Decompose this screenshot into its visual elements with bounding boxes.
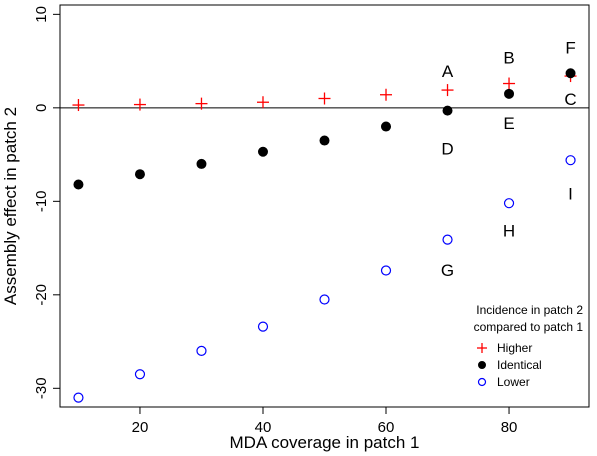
annotation-g: G bbox=[441, 261, 454, 280]
point-lower bbox=[257, 321, 269, 332]
point-identical bbox=[565, 68, 576, 79]
point-higher bbox=[380, 88, 393, 101]
annotation-d: D bbox=[441, 139, 453, 158]
point-higher bbox=[503, 77, 516, 90]
legend-label-higher: Higher bbox=[497, 341, 532, 355]
annotation-a: A bbox=[442, 62, 454, 81]
point-identical bbox=[73, 179, 84, 190]
point-lower bbox=[442, 234, 453, 245]
y-tick-label: 10 bbox=[33, 6, 50, 23]
legend-marker-identical bbox=[478, 361, 486, 369]
point-lower bbox=[73, 392, 84, 403]
point-lower bbox=[503, 198, 515, 209]
point-lower bbox=[196, 345, 207, 357]
point-identical bbox=[196, 158, 207, 169]
x-axis-title: MDA coverage in patch 1 bbox=[230, 433, 420, 452]
point-lower bbox=[319, 294, 330, 305]
legend-title-line2: compared to patch 1 bbox=[474, 320, 584, 334]
annotation-e: E bbox=[503, 114, 514, 133]
point-identical bbox=[442, 105, 453, 116]
point-higher bbox=[318, 92, 331, 105]
y-tick-label: -30 bbox=[33, 377, 50, 399]
annotation-i: I bbox=[568, 184, 573, 203]
x-tick-label: 60 bbox=[378, 419, 395, 436]
point-identical bbox=[504, 88, 515, 99]
y-axis-title: Assembly effect in patch 2 bbox=[1, 107, 20, 305]
annotation-c: C bbox=[564, 90, 576, 109]
legend-label-lower: Lower bbox=[497, 375, 530, 389]
x-tick-label: 80 bbox=[501, 419, 518, 436]
point-identical bbox=[319, 135, 330, 146]
y-tick-label: -20 bbox=[33, 284, 50, 306]
annotation-b: B bbox=[503, 49, 514, 68]
y-tick-label: 0 bbox=[33, 104, 50, 112]
point-higher bbox=[256, 96, 269, 109]
point-lower bbox=[380, 265, 392, 276]
point-lower bbox=[134, 369, 146, 380]
point-higher bbox=[133, 98, 146, 111]
legend-title-line1: Incidence in patch 2 bbox=[476, 303, 583, 317]
point-higher bbox=[72, 99, 85, 112]
point-lower bbox=[565, 155, 576, 166]
point-identical bbox=[257, 146, 268, 157]
point-identical bbox=[381, 121, 392, 132]
x-tick-label: 20 bbox=[132, 419, 149, 436]
legend-label-identical: Identical bbox=[497, 358, 542, 372]
legend-marker-lower bbox=[477, 377, 487, 387]
point-higher bbox=[441, 84, 454, 97]
point-higher bbox=[195, 97, 208, 110]
y-tick-label: -10 bbox=[33, 190, 50, 212]
annotation-h: H bbox=[503, 222, 515, 241]
point-identical bbox=[134, 169, 145, 180]
plot-frame bbox=[59, 4, 590, 408]
annotation-f: F bbox=[565, 38, 575, 57]
legend-marker-higher bbox=[477, 343, 487, 353]
x-tick-label: 40 bbox=[255, 419, 272, 436]
